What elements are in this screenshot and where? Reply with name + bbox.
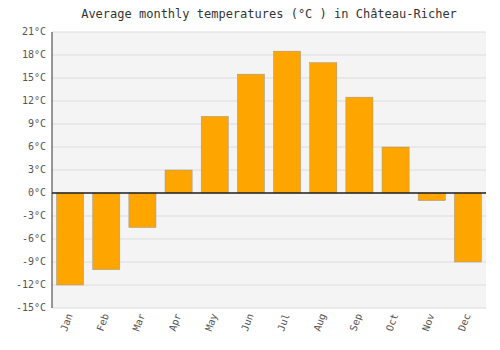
grid-line — [52, 308, 486, 309]
bar — [310, 63, 337, 193]
x-axis: Jan Feb Mar Apr May Jun Jul Aug Sep Oct Nov Dec — [58, 312, 472, 333]
grid-line — [52, 55, 486, 56]
bar — [274, 51, 301, 193]
bar — [382, 147, 409, 193]
y-tick-label: 18°C — [22, 49, 46, 60]
grid-line — [52, 170, 486, 171]
bar — [201, 116, 228, 193]
y-axis: -15°C -12°C -9°C -6°C -3°C 0°C 3°C 6°C 9°C 12°C 15… — [16, 26, 46, 313]
x-tick-label: Oct — [384, 312, 401, 333]
bars — [57, 51, 482, 285]
bar — [165, 170, 192, 193]
y-tick-label: -15°C — [16, 302, 46, 313]
x-tick-label: Mar — [131, 312, 148, 333]
grid-line — [52, 101, 486, 102]
y-tick-label: 3°C — [28, 164, 46, 175]
y-tick-label: -6°C — [22, 233, 46, 244]
y-tick-label: 12°C — [22, 95, 46, 106]
y-tick-label: 9°C — [28, 118, 46, 129]
y-tick-label: 6°C — [28, 141, 46, 152]
title: Average monthly temperatures (°C ) in Ch… — [81, 7, 457, 21]
grid-line — [52, 193, 486, 194]
bar — [129, 193, 156, 228]
bar — [93, 193, 120, 270]
y-axis-line — [52, 32, 53, 308]
y-tick-label: -12°C — [16, 279, 46, 290]
x-tick-label: Apr — [167, 312, 184, 333]
bar — [237, 74, 264, 193]
y-tick-label: 0°C — [28, 187, 46, 198]
y-tick-label: 21°C — [22, 26, 46, 37]
grid-line — [52, 78, 486, 79]
x-tick-label: Feb — [94, 312, 111, 333]
x-tick-label: Aug — [311, 312, 328, 333]
y-tick-label: -9°C — [22, 256, 46, 267]
y-tick-label: -3°C — [22, 210, 46, 221]
grid-line — [52, 32, 486, 33]
chart-container: -15°C -12°C -9°C -6°C -3°C 0°C 3°C 6°C 9°C 12°C 15… — [0, 0, 500, 350]
plot-background — [52, 32, 486, 308]
bar — [454, 193, 481, 262]
grid — [52, 32, 486, 308]
x-tick-label: Nov — [420, 312, 437, 333]
x-tick-label: Jan — [58, 312, 75, 333]
x-tick-label: May — [203, 312, 220, 333]
chart: -15°C -12°C -9°C -6°C -3°C 0°C 3°C 6°C 9°C 12°C 15… — [0, 0, 500, 350]
y-tick-label: 15°C — [22, 72, 46, 83]
grid-line — [52, 147, 486, 148]
x-tick-label: Dec — [456, 312, 473, 333]
bar — [57, 193, 84, 285]
bar — [418, 193, 445, 201]
baseline — [52, 192, 486, 194]
bar — [346, 97, 373, 193]
grid-line — [52, 285, 486, 286]
x-tick-label: Jul — [275, 312, 292, 333]
x-tick-label: Jun — [239, 312, 256, 333]
grid-line — [52, 124, 486, 125]
x-tick-label: Sep — [348, 312, 365, 333]
